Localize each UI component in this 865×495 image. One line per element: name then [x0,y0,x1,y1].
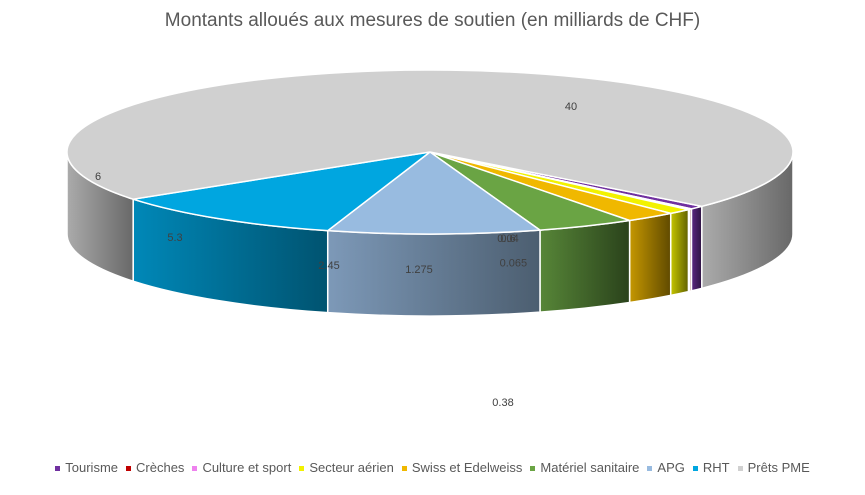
legend-label: Matériel sanitaire [540,460,640,475]
legend-item-swiss-et-edelweiss: Swiss et Edelweiss [401,460,523,475]
legend-item-pr-ts-pme: Prêts PME [737,460,810,475]
legend-swatch [401,466,407,472]
legend-label: Culture et sport [202,460,292,475]
data-label-mat-riel-sanitaire: 2.45 [318,260,339,272]
legend-item-cr-ches: Crèches [126,460,184,475]
legend-item-secteur-a-rien: Secteur aérien [299,460,394,475]
legend-label: Swiss et Edelweiss [411,460,523,475]
data-label-tourisme: 0.38 [492,397,513,409]
legend-swatch [126,466,132,472]
pie-side-mat-riel-sanitaire [539,219,631,313]
data-label-secteur-a-rien: 0.6 [500,233,515,245]
legend: Tourisme Crèches Culture et sport Secteur a… [0,460,865,475]
pie-side-secteur-a-rien [669,208,690,297]
pie-slice-rht [132,151,431,232]
pie-slice-pr-ts-pme [66,69,794,208]
data-label-pr-ts-pme: 40 [565,101,577,113]
legend-item-rht: RHT [692,460,730,475]
legend-swatch [192,466,198,472]
pie-tops [66,69,794,235]
legend-swatch [530,466,536,472]
legend-label: RHT [702,460,730,475]
legend-swatch [692,466,698,472]
pie-slice-apg [325,151,543,235]
legend-item-tourisme: Tourisme [55,460,118,475]
data-label-apg: 5.3 [167,232,182,244]
legend-swatch [55,466,61,472]
data-label-culture-et-sport: 0.04 [497,233,518,245]
legend-label: Prêts PME [747,460,810,475]
legend-swatch [647,466,653,472]
legend-label: Crèches [136,460,185,475]
legend-label: Tourisme [65,460,119,475]
legend-item-culture-et-sport: Culture et sport [192,460,291,475]
legend-item-mat-riel-sanitaire: Matériel sanitaire [530,460,639,475]
pie-data-labels: 0.38 0.065 0.040.6 1.275 2.45 5.3 6 40 [95,101,577,409]
legend-swatch [299,466,305,472]
legend-swatch [737,466,743,472]
legend-label: APG [657,460,685,475]
pie-side-tourisme [690,205,703,292]
pie-sides [66,151,794,317]
data-label-swiss-et-edelweiss: 1.275 [405,264,433,276]
chart-title: Montants alloués aux mesures de soutien … [164,10,701,31]
data-label-cr-ches: 0.065 [500,258,528,270]
data-label-rht: 6 [95,171,101,183]
legend-item-apg: APG [647,460,685,475]
legend-label: Secteur aérien [309,460,394,475]
pie-side-swiss-et-edelweiss [628,212,672,304]
